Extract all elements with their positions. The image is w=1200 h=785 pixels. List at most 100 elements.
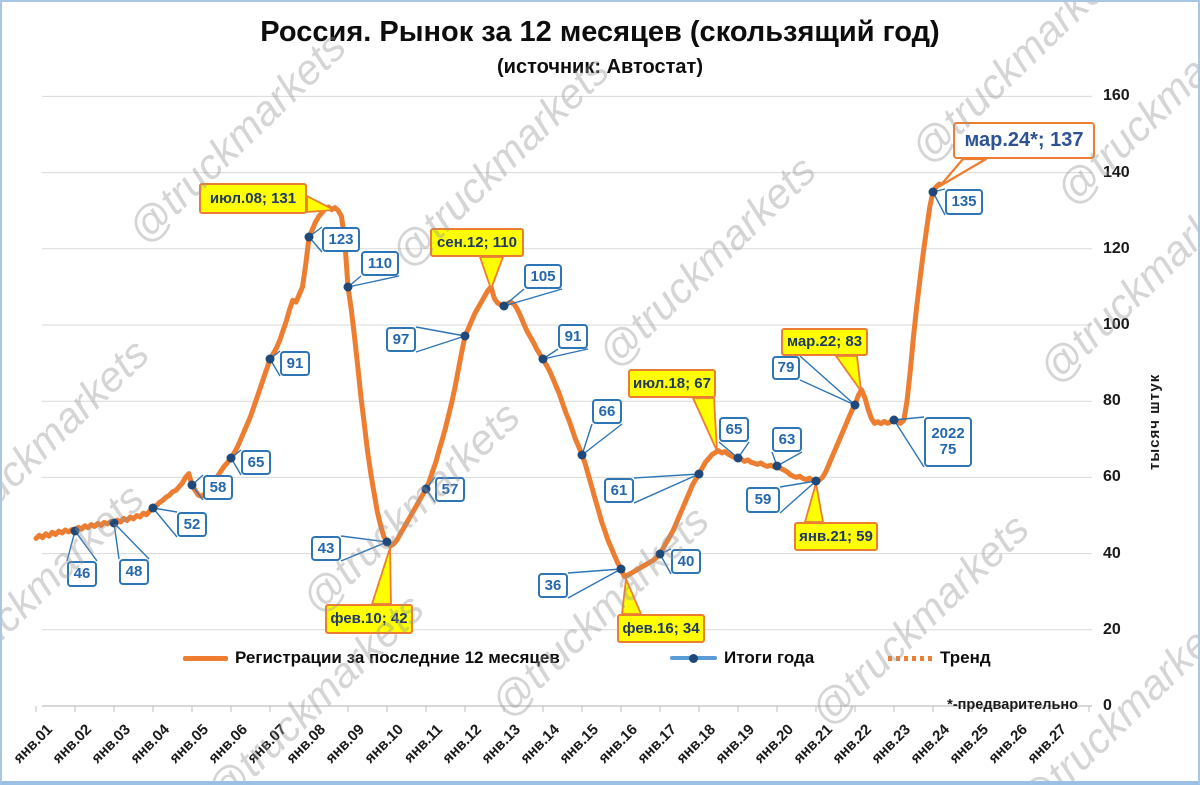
- year-total-marker: [382, 537, 392, 547]
- extreme-callout: июл.18; 67: [628, 369, 716, 398]
- callout-leader: [633, 473, 700, 479]
- y-tick-label: 160: [1103, 87, 1130, 105]
- year-total-marker: [460, 331, 470, 341]
- callout-leader: [581, 423, 623, 456]
- callout-leader: [633, 473, 700, 504]
- data-label-callout: 65: [241, 450, 271, 475]
- callout-leader: [776, 451, 803, 467]
- chart-subtitle: (источник: Автостат): [497, 56, 703, 78]
- callout-pointer: [479, 256, 504, 290]
- callout-leader: [340, 541, 388, 562]
- data-label-callout: 63: [772, 427, 802, 452]
- data-label-callout: 40: [671, 549, 701, 574]
- data-label-callout: 123: [322, 227, 360, 252]
- callout-leader: [542, 348, 589, 360]
- year-total-marker: [538, 354, 548, 364]
- extreme-callout: янв.21; 59: [794, 522, 878, 551]
- legend-dotted-swatch: [888, 655, 933, 661]
- y-tick-label: 120: [1103, 239, 1130, 257]
- year-total-marker: [187, 480, 197, 490]
- year-total-marker: [850, 400, 860, 410]
- callout-pointer: [621, 578, 642, 615]
- data-label-callout: 46: [67, 561, 97, 587]
- data-label-callout: 43: [311, 536, 341, 561]
- year-total-marker: [70, 526, 80, 536]
- data-label-callout: 91: [558, 324, 588, 349]
- data-label-callout: 59: [746, 487, 780, 513]
- callout-leader: [799, 355, 856, 406]
- data-label-callout: 52: [177, 512, 207, 537]
- legend-item-year-totals: Итоги года: [670, 645, 814, 671]
- legend-item-registrations: Регистрации за последние 12 месяцев: [183, 645, 560, 671]
- year-total-marker: [616, 564, 626, 574]
- data-label-callout: 58: [203, 475, 233, 500]
- y-tick-label: 20: [1103, 620, 1121, 638]
- callout-leader: [415, 326, 466, 337]
- data-label-callout: 48: [119, 559, 149, 585]
- year-total-marker: [421, 484, 431, 494]
- callout-leader: [113, 522, 150, 560]
- data-label-callout: 91: [280, 351, 310, 376]
- data-label-callout: 135: [945, 189, 983, 215]
- year-total-marker: [499, 301, 509, 311]
- y-tick-label: 60: [1103, 468, 1121, 486]
- data-label-callout: 110: [361, 251, 399, 276]
- callout-pointer: [692, 397, 718, 452]
- data-label-callout: 79: [772, 356, 800, 380]
- callout-leader: [74, 530, 98, 562]
- registrations-line: [33, 181, 942, 579]
- extreme-callout: мар.22; 83: [781, 328, 868, 356]
- callout-leader: [567, 568, 622, 599]
- callout-leader: [779, 480, 817, 488]
- extreme-callout: сен.12; 110: [430, 228, 524, 257]
- callout-leader: [567, 568, 622, 574]
- year-total-marker: [343, 282, 353, 292]
- year-total-marker: [148, 503, 158, 513]
- year-total-marker: [733, 453, 743, 463]
- callout-leader: [347, 275, 400, 288]
- extreme-callout: июл.08; 131: [199, 183, 307, 214]
- year-total-marker: [811, 476, 821, 486]
- legend-marker-swatch: [670, 653, 717, 663]
- year-total-marker: [265, 354, 275, 364]
- year-total-marker: [928, 187, 938, 197]
- callout-leader: [779, 480, 817, 514]
- callout-pointer: [306, 195, 335, 213]
- y-tick-label: 100: [1103, 316, 1130, 333]
- data-label-callout: 61: [604, 478, 634, 503]
- y-tick-label: 0: [1103, 697, 1112, 714]
- y-axis-title: тысяч штук: [1146, 373, 1163, 470]
- year-total-marker: [226, 453, 236, 463]
- legend-label: Регистрации за последние 12 месяцев: [235, 648, 560, 667]
- callout-leader: [893, 416, 925, 421]
- data-label-callout: 105: [524, 264, 562, 289]
- callout-pointer: [938, 157, 988, 188]
- latest-value-callout: мар.24*; 137: [953, 122, 1095, 159]
- data-label-callout: 2022 75: [924, 417, 972, 467]
- callout-pointer: [371, 547, 392, 605]
- y-tick-label: 40: [1103, 544, 1121, 562]
- year-total-marker: [304, 232, 314, 242]
- callout-leader: [66, 530, 76, 562]
- callout-leader: [503, 288, 563, 307]
- year-total-marker: [889, 415, 899, 425]
- data-label-callout: 57: [435, 477, 465, 502]
- legend-label: Тренд: [940, 648, 991, 667]
- callout-leader: [340, 535, 388, 543]
- data-label-callout: 65: [719, 417, 749, 442]
- legend-line-swatch: [183, 655, 228, 661]
- year-total-marker: [577, 450, 587, 460]
- y-tick-label: 80: [1103, 392, 1121, 410]
- callout-leader: [581, 423, 593, 456]
- callout-leader: [113, 522, 120, 560]
- callout-pointer: [835, 355, 862, 392]
- extreme-callout: фев.10; 42: [325, 604, 413, 634]
- callout-leader: [415, 335, 466, 353]
- year-total-marker: [109, 518, 119, 528]
- data-label-callout: 36: [538, 573, 568, 598]
- footnote: *-предварительно: [947, 697, 1078, 713]
- year-total-marker: [772, 461, 782, 471]
- year-total-marker: [655, 549, 665, 559]
